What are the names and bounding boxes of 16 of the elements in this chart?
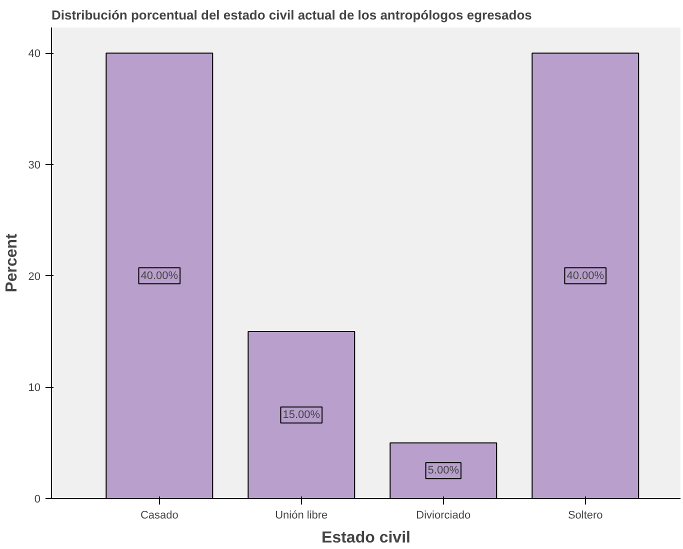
y-tick-label: 20 <box>28 270 41 283</box>
y-tick-label: 0 <box>34 494 41 506</box>
x-axis-title: Estado civil <box>322 530 410 546</box>
x-tick-label: Diviorciado <box>416 510 471 522</box>
x-tick-label: Casado <box>140 510 178 522</box>
data-label: 15.00% <box>282 408 320 421</box>
data-label: 40.00% <box>566 270 604 282</box>
data-label: 5.00% <box>428 464 460 477</box>
data-label: 40.00% <box>140 270 178 282</box>
chart-title: Distribución porcentual del estado civil actual de los antropólogos egresados <box>52 8 532 22</box>
y-tick-label: 40 <box>28 48 41 60</box>
y-tick-label: 30 <box>28 159 41 172</box>
x-tick-label: Unión libre <box>275 510 328 522</box>
x-tick-label: Soltero <box>568 510 603 522</box>
y-tick-label: 10 <box>28 382 41 394</box>
y-axis-title: Percent <box>3 232 20 292</box>
